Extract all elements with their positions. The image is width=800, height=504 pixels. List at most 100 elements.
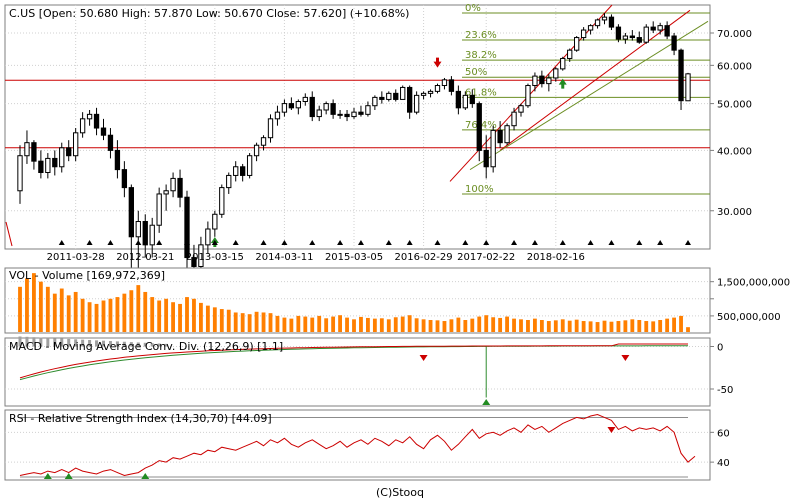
- candle-down: [344, 113, 350, 118]
- volume-bar: [136, 285, 141, 332]
- volume-bar: [345, 317, 349, 332]
- volume-bar: [150, 297, 155, 332]
- candle-down: [107, 134, 114, 151]
- candle-up: [226, 174, 232, 189]
- channel-lower-line: [499, 9, 691, 151]
- macd-histogram-bar: [102, 340, 105, 347]
- volume-bar: [310, 317, 315, 332]
- price-x-tick-label: 2016-02-29: [395, 252, 453, 263]
- candle-up: [73, 132, 79, 157]
- candle-up: [525, 85, 531, 107]
- macd-sell-marker-icon: [621, 355, 630, 361]
- footer-credit: (C)Stooq: [376, 486, 424, 499]
- macd-tick-label: -50: [717, 385, 733, 396]
- volume-bar: [331, 316, 336, 332]
- volume-bar: [205, 305, 210, 332]
- rsi-buy-marker-icon: [64, 473, 73, 479]
- volume-y-ticks: 500,000,000 1,500,000,000: [710, 278, 790, 323]
- candle-down: [650, 26, 656, 31]
- volume-bar: [233, 312, 238, 332]
- macd-histogram-bar: [122, 341, 126, 347]
- rsi-title: RSI - Relative Strength Index (14,30,70)…: [9, 412, 272, 425]
- volume-bar: [289, 318, 294, 332]
- event-marker-icon: [184, 240, 190, 245]
- candle-up: [504, 125, 510, 144]
- candle-up: [365, 105, 371, 115]
- volume-bar: [212, 307, 217, 332]
- fibonacci-label: 100%: [465, 184, 494, 195]
- volume-bar: [644, 321, 649, 332]
- candle-up: [149, 224, 155, 246]
- volume-bar: [66, 295, 71, 332]
- candle-down: [66, 147, 72, 157]
- event-marker-icon: [107, 240, 114, 245]
- candle-up: [657, 25, 663, 31]
- volume-bar: [171, 302, 175, 332]
- event-marker-icon: [608, 240, 615, 245]
- event-marker-icon: [511, 240, 518, 245]
- volume-bar: [651, 321, 656, 332]
- candle-up: [386, 92, 392, 100]
- volume-bar: [477, 316, 482, 332]
- price-x-tick-label: 2015-03-05: [325, 252, 383, 263]
- candle-down: [678, 49, 684, 102]
- candle-down: [608, 16, 615, 28]
- candle-down: [52, 157, 58, 168]
- candle-down: [358, 111, 364, 115]
- volume-bar: [275, 315, 280, 332]
- volume-bar: [393, 317, 398, 332]
- candle-up: [441, 79, 448, 87]
- candle-up: [546, 77, 552, 85]
- volume-bar: [101, 300, 106, 332]
- volume-bar: [414, 318, 419, 332]
- macd-histogram-bar: [53, 338, 57, 347]
- event-marker-icon: [260, 240, 267, 245]
- macd-panel: [4, 337, 711, 407]
- volume-bar: [129, 290, 134, 332]
- volume-bars: [18, 273, 690, 332]
- event-marker-icon: [156, 240, 163, 245]
- macd-histogram-bar: [136, 342, 140, 347]
- volume-bar: [533, 318, 537, 332]
- candle-up: [198, 244, 204, 267]
- volume-bar: [143, 291, 148, 332]
- volume-bar: [296, 315, 301, 332]
- volume-bar: [435, 320, 440, 332]
- event-marker-icon: [86, 240, 93, 245]
- macd-histogram-bar: [32, 337, 36, 347]
- volume-tick-label: 1,500,000,000: [717, 278, 790, 289]
- candle-down: [177, 177, 183, 198]
- candle-down: [114, 149, 121, 171]
- volume-bar: [449, 319, 454, 332]
- volume-bar: [491, 317, 496, 332]
- candle-up: [594, 19, 601, 27]
- candle-up: [163, 190, 169, 195]
- volume-title: VOL - Volume [169,972,369]: [9, 269, 165, 282]
- candle-down: [455, 90, 462, 109]
- volume-bar: [25, 278, 29, 332]
- candle-up: [337, 113, 343, 116]
- candle-up: [267, 118, 274, 139]
- macd-histogram-bar: [39, 337, 43, 347]
- macd-tick-label: 0: [717, 343, 723, 354]
- macd-histogram-bar: [150, 343, 154, 347]
- macd-buy-marker-icon: [482, 399, 491, 405]
- macd-histogram-bar: [88, 340, 92, 347]
- macd-grid: [5, 346, 710, 390]
- candle-down: [288, 103, 295, 109]
- volume-bar: [463, 320, 468, 332]
- candle-down: [309, 96, 315, 118]
- macd-plot: [18, 336, 688, 405]
- candle-up: [560, 57, 566, 70]
- volume-bar: [623, 320, 628, 332]
- candle-up: [24, 142, 30, 157]
- macd-sell-marker-icon: [419, 355, 428, 361]
- volume-bar: [303, 316, 308, 332]
- volume-bar: [199, 302, 203, 332]
- volume-bar: [52, 293, 57, 332]
- price-x-tick-label: 2011-03-28: [47, 252, 105, 263]
- volume-bar: [616, 321, 621, 332]
- candle-up: [622, 35, 629, 40]
- candle-up: [170, 177, 176, 192]
- fibonacci-label: 38.2%: [465, 50, 497, 61]
